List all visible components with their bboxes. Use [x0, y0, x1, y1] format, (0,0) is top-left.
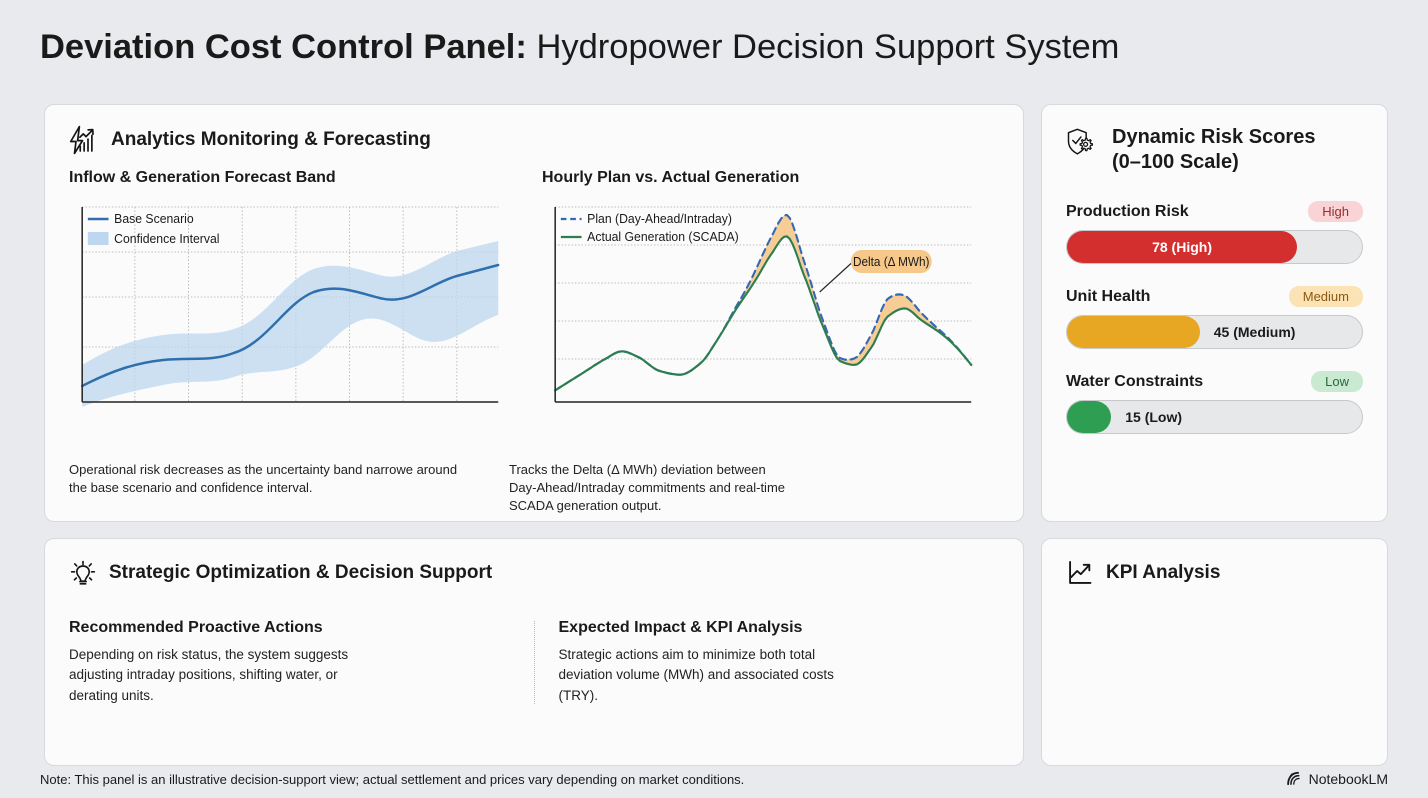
svg-text:Plan (Day-Ahead/Intraday): Plan (Day-Ahead/Intraday)	[587, 212, 732, 226]
svg-text:Delta (Δ MWh): Delta (Δ MWh)	[853, 255, 929, 269]
svg-text:Confidence Interval: Confidence Interval	[114, 232, 219, 246]
svg-text:Actual Generation (SCADA): Actual Generation (SCADA)	[587, 230, 739, 244]
svg-text:Base Scenario: Base Scenario	[114, 212, 193, 226]
